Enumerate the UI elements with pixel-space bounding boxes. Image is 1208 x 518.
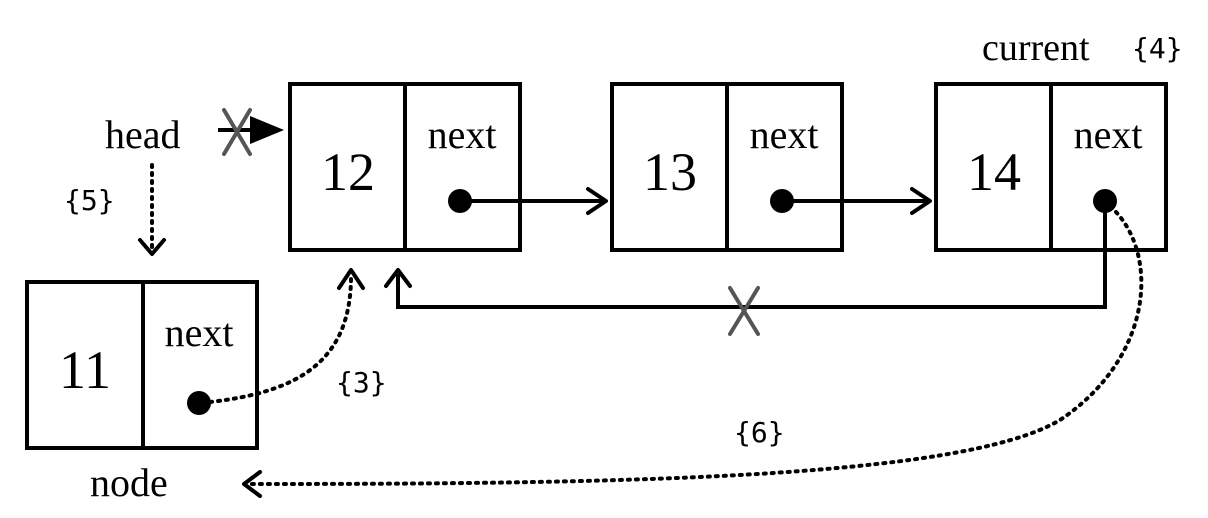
link-12-to-13 bbox=[460, 187, 608, 215]
node-11: 11 next bbox=[25, 280, 259, 450]
link-14-to-12-cross-icon bbox=[728, 286, 760, 336]
node-13-next-label: next bbox=[750, 112, 819, 157]
step-6-dotted-arrow bbox=[242, 210, 1144, 498]
node-12: 12 next bbox=[288, 82, 522, 252]
node-12-value: 12 bbox=[321, 142, 375, 202]
step-5-label: {5} bbox=[64, 184, 115, 217]
step-3-dotted-arrow bbox=[208, 268, 365, 404]
node-11-next-pointer-dot bbox=[187, 391, 211, 415]
node-11-next-label: next bbox=[165, 310, 234, 355]
node-label: node bbox=[90, 460, 168, 505]
node-13-value: 13 bbox=[643, 142, 697, 202]
node-12-next-label: next bbox=[428, 112, 497, 157]
head-pointer-cross-icon bbox=[222, 108, 252, 156]
node-13: 13 next bbox=[610, 82, 844, 252]
link-14-to-12-removed bbox=[384, 201, 1107, 309]
node-14-value: 14 bbox=[967, 142, 1021, 202]
step-3-label: {3} bbox=[336, 366, 387, 399]
node-14: 14 next bbox=[934, 82, 1168, 252]
node-11-value: 11 bbox=[59, 340, 111, 400]
link-13-to-14 bbox=[782, 187, 932, 215]
step-4-label: {4} bbox=[1132, 32, 1183, 65]
head-label: head bbox=[105, 112, 181, 157]
current-label: current bbox=[982, 27, 1090, 69]
step-5-dotted-arrow bbox=[138, 163, 166, 256]
step-6-label: {6} bbox=[734, 416, 785, 449]
node-14-next-label: next bbox=[1074, 112, 1143, 157]
